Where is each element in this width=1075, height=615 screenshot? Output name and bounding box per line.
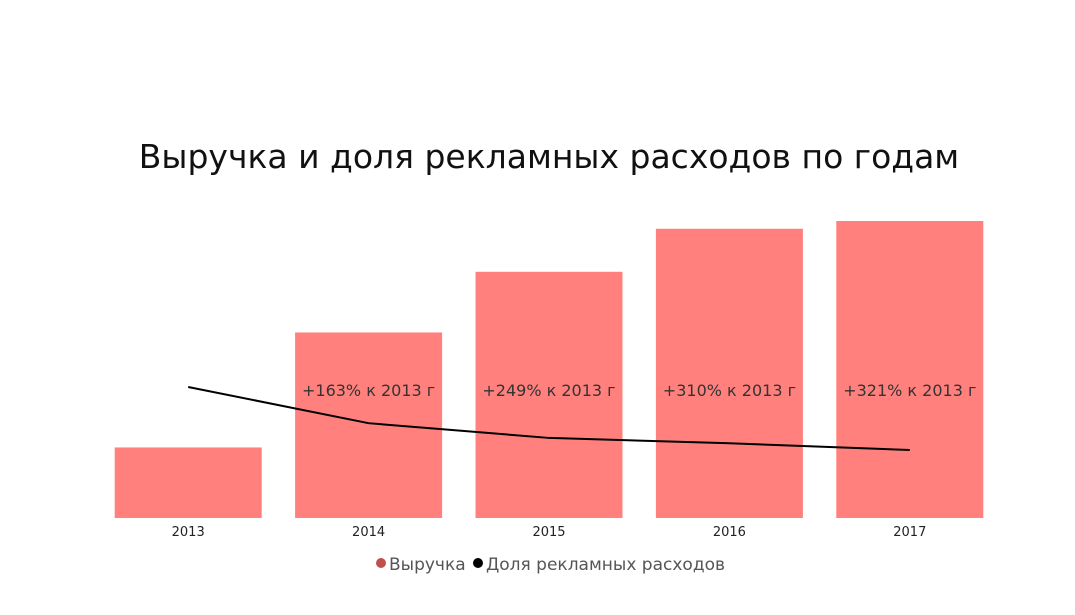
- legend-marker-revenue: [376, 558, 386, 568]
- x-tick-label: 2017: [893, 525, 926, 540]
- legend-marker-ad-share: [473, 558, 483, 568]
- line-layer: [188, 386, 910, 451]
- bar-2013: [114, 447, 262, 518]
- bar-2017: [836, 221, 984, 518]
- bar-2014: [295, 332, 443, 518]
- legend-label-revenue: Выручка: [389, 555, 466, 575]
- bar-data-label: +321% к 2013 г: [843, 381, 976, 400]
- x-tick-label: 2013: [172, 525, 205, 540]
- x-tick-label: 2014: [352, 525, 385, 540]
- legend: Выручка Доля рекламных расходов: [376, 555, 725, 575]
- bar-data-label: +163% к 2013 г: [302, 381, 435, 400]
- bar-2016: [655, 228, 803, 518]
- legend-label-ad-share: Доля рекламных расходов: [486, 555, 725, 575]
- ad-share-line: [188, 386, 910, 451]
- bars-layer: +163% к 2013 г +249% к 2013 г +310% к 2013…: [114, 221, 984, 518]
- bar-data-label: +310% к 2013 г: [663, 381, 796, 400]
- bar-2015: [475, 271, 623, 518]
- bar-data-label: +249% к 2013 г: [482, 381, 615, 400]
- x-tick-label: 2016: [713, 525, 746, 540]
- chart-title: Выручка и доля рекламных расходов по год…: [139, 137, 959, 176]
- x-tick-label: 2015: [532, 525, 565, 540]
- x-axis: 2013 2014 2015 2016 2017: [172, 525, 927, 540]
